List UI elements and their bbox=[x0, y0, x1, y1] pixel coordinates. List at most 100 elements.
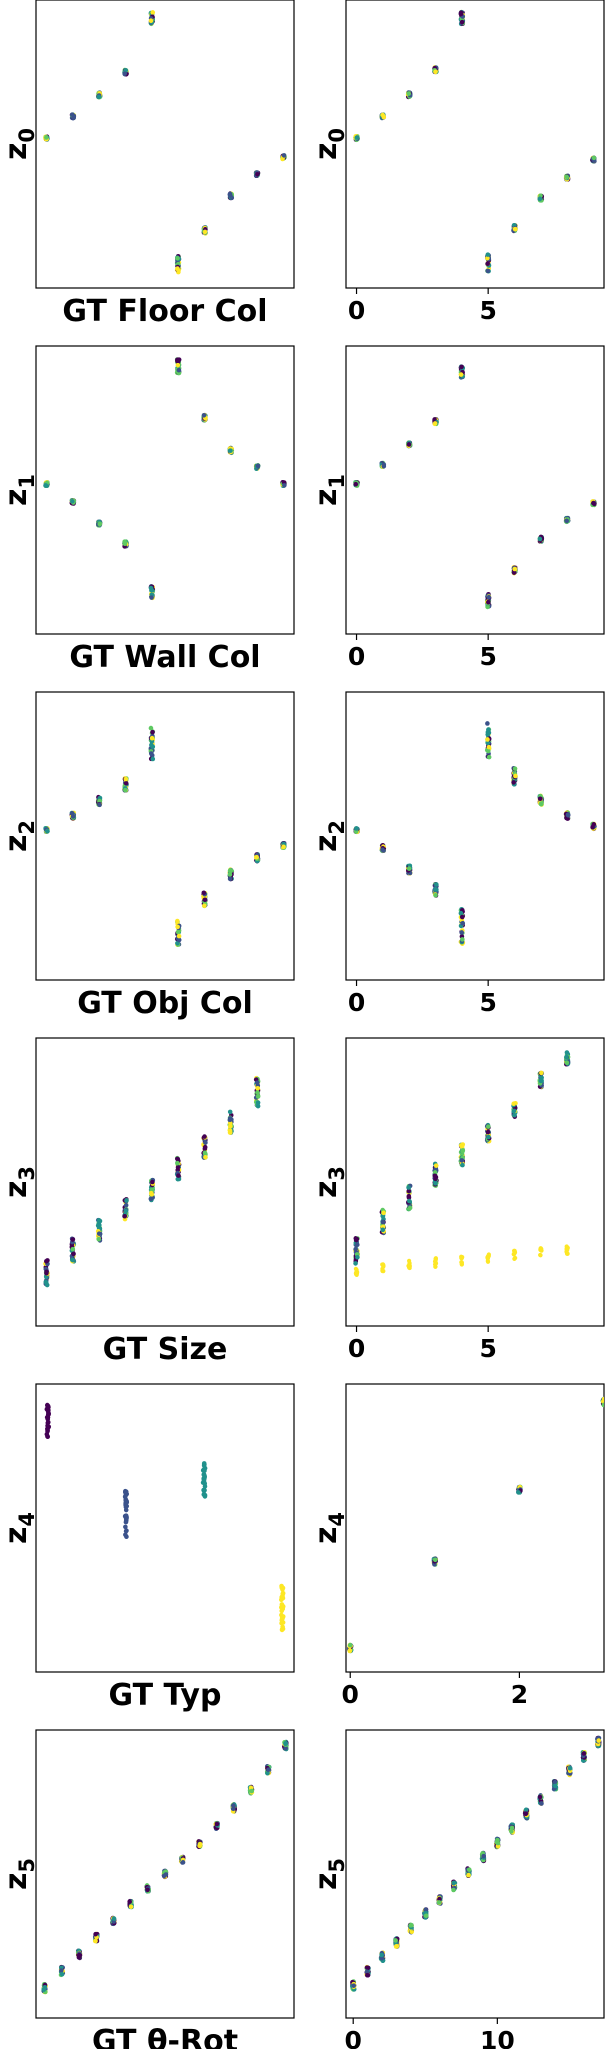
data-point bbox=[512, 766, 518, 771]
axes-frame bbox=[345, 691, 605, 981]
data-point bbox=[45, 1409, 51, 1414]
data-point bbox=[281, 844, 286, 850]
data-point bbox=[176, 937, 182, 943]
axes-frame bbox=[35, 345, 295, 635]
y-axis-label: z2 bbox=[0, 820, 39, 852]
data-point bbox=[123, 780, 129, 786]
axes-frame bbox=[345, 345, 605, 635]
axes-frame bbox=[35, 0, 295, 289]
subplot-7: 0 5 z3 bbox=[309, 1037, 605, 1363]
y-axis-label: z3 bbox=[0, 1166, 39, 1198]
data-point bbox=[280, 1604, 286, 1609]
subplot-5: 0 5 z2 bbox=[309, 691, 605, 1017]
data-point bbox=[202, 1134, 207, 1139]
data-point bbox=[451, 1887, 456, 1893]
x-tick-label: 5 bbox=[479, 296, 496, 325]
data-point bbox=[228, 193, 233, 198]
data-point bbox=[451, 1880, 457, 1886]
scatter-series bbox=[41, 1739, 289, 1995]
data-point bbox=[266, 1767, 271, 1773]
data-point bbox=[45, 828, 50, 834]
data-point bbox=[512, 1251, 517, 1256]
data-point bbox=[485, 268, 491, 274]
scatter-series bbox=[44, 1402, 286, 1633]
data-point bbox=[176, 357, 182, 362]
x-tick-label: 2 bbox=[511, 1680, 528, 1709]
y-axis-label: z0 bbox=[0, 128, 39, 160]
data-point bbox=[434, 882, 439, 887]
data-point bbox=[123, 1498, 128, 1503]
data-point bbox=[123, 1528, 129, 1534]
data-point bbox=[564, 1050, 570, 1055]
data-point bbox=[513, 1255, 518, 1261]
x-tick-label: 0 bbox=[348, 296, 365, 325]
data-point bbox=[45, 1434, 50, 1439]
data-point bbox=[466, 1867, 472, 1872]
data-point bbox=[231, 1806, 236, 1812]
data-point bbox=[149, 735, 155, 741]
data-point bbox=[459, 930, 464, 935]
data-point bbox=[175, 1160, 180, 1166]
data-point bbox=[486, 1134, 491, 1140]
data-point bbox=[150, 729, 155, 735]
data-point bbox=[279, 1615, 285, 1621]
data-point bbox=[591, 155, 597, 161]
data-point bbox=[202, 1150, 208, 1156]
data-point bbox=[486, 754, 492, 760]
data-point bbox=[175, 362, 181, 368]
data-point bbox=[176, 268, 181, 273]
data-point bbox=[564, 1060, 570, 1065]
axes-frame bbox=[35, 691, 295, 981]
data-point bbox=[512, 226, 518, 232]
scatter-series bbox=[43, 10, 287, 275]
data-point bbox=[539, 1070, 544, 1076]
data-point bbox=[176, 933, 182, 939]
data-point bbox=[600, 1399, 604, 1404]
data-point bbox=[355, 1254, 360, 1260]
data-point bbox=[202, 229, 208, 235]
data-point bbox=[69, 498, 75, 504]
data-point bbox=[255, 1086, 260, 1091]
data-point bbox=[466, 1872, 471, 1878]
data-point bbox=[77, 1952, 82, 1958]
data-point bbox=[486, 1253, 491, 1258]
data-point bbox=[44, 1282, 50, 1288]
data-point bbox=[202, 897, 208, 903]
data-point bbox=[71, 1251, 76, 1257]
data-point bbox=[249, 1788, 255, 1794]
subplot-2: GT Wall Col z1 bbox=[0, 345, 295, 675]
x-tick-label: 0 bbox=[348, 1334, 365, 1363]
data-point bbox=[281, 153, 287, 158]
data-point bbox=[407, 1258, 412, 1264]
x-tick-label: 5 bbox=[479, 1334, 496, 1363]
axes-frame bbox=[35, 1729, 295, 2019]
data-point bbox=[148, 1190, 154, 1196]
data-point bbox=[432, 1170, 438, 1175]
data-point bbox=[581, 1751, 587, 1756]
data-point bbox=[459, 914, 465, 920]
scatter-series bbox=[350, 1735, 602, 1992]
data-point bbox=[255, 1080, 260, 1085]
data-point bbox=[203, 1140, 208, 1145]
x-axis-label: GT θ-Rot bbox=[92, 2024, 238, 2049]
data-point bbox=[148, 751, 154, 756]
data-point bbox=[227, 1109, 233, 1115]
data-point bbox=[123, 776, 129, 782]
x-tick-label: 10 bbox=[480, 2026, 515, 2049]
data-point bbox=[128, 1904, 134, 1910]
axes-frame bbox=[345, 1383, 605, 1673]
data-point bbox=[432, 1557, 438, 1563]
data-point bbox=[93, 1938, 98, 1944]
data-point bbox=[111, 1916, 117, 1921]
y-axis-label: z1 bbox=[309, 474, 349, 506]
data-point bbox=[523, 1811, 529, 1817]
data-point bbox=[124, 1198, 129, 1203]
y-axis-label: z2 bbox=[309, 820, 349, 852]
data-point bbox=[486, 727, 491, 732]
subplot-8: GT Typ z4 bbox=[0, 1383, 295, 1713]
data-point bbox=[460, 1148, 466, 1153]
data-point bbox=[149, 595, 154, 600]
data-point bbox=[227, 1128, 233, 1133]
x-tick-label: 0 bbox=[348, 988, 365, 1017]
